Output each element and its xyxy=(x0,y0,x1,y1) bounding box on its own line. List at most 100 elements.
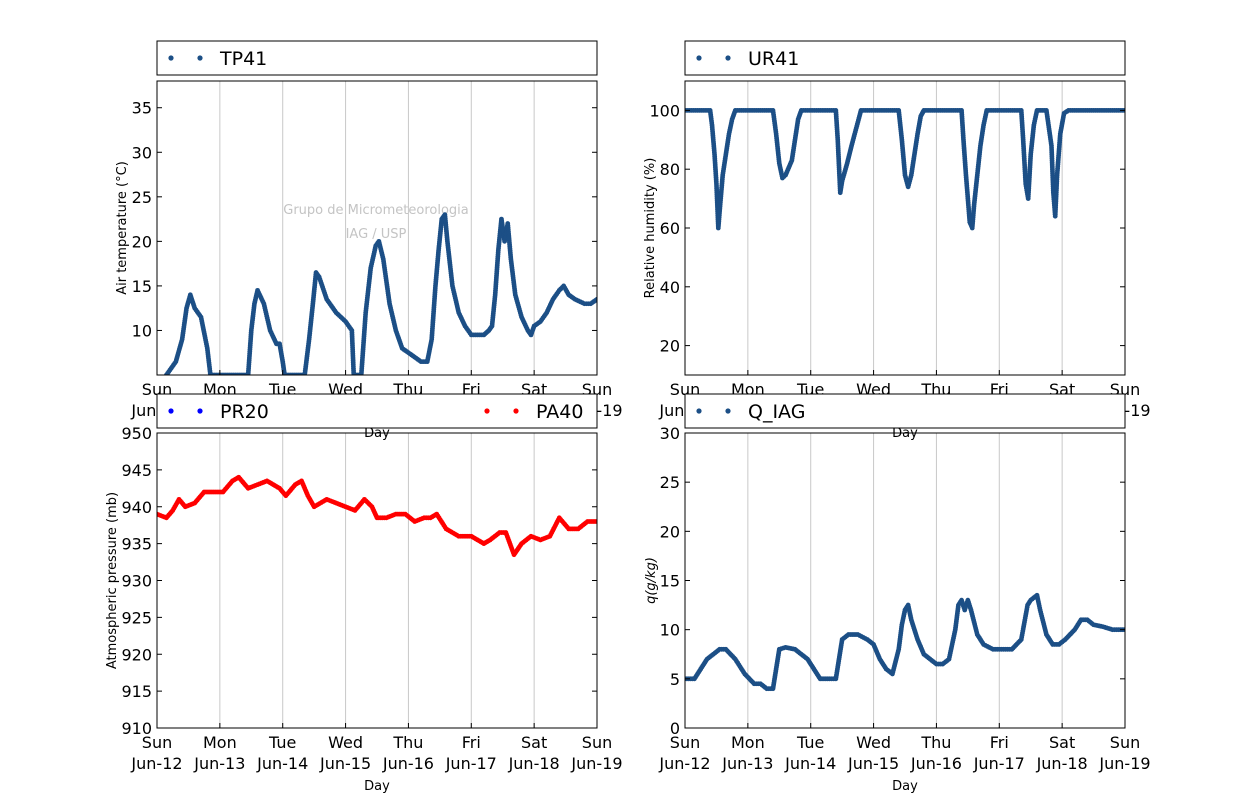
x-tick-label-day: Thu xyxy=(392,733,423,752)
legend-marker xyxy=(696,55,702,61)
y-tick-label: 910 xyxy=(121,719,152,738)
y-tick-label: 935 xyxy=(121,535,152,554)
x-tick-label-day: Tue xyxy=(268,733,296,752)
x-tick-label-date: Jun-18 xyxy=(1036,754,1088,773)
x-tick-label-date: Jun-12 xyxy=(658,754,710,773)
y-tick-label: 25 xyxy=(132,188,152,207)
legend-label: Q_IAG xyxy=(748,401,805,423)
y-tick-label: 60 xyxy=(660,219,680,238)
x-tick-label-day: Sun xyxy=(142,733,172,752)
watermark-line-2: IAG / USP xyxy=(346,227,407,242)
x-tick-label-day: Sat xyxy=(521,733,547,752)
y-tick-label: 80 xyxy=(660,160,680,179)
y-axis-label: q(g/kg) xyxy=(644,557,659,604)
legend-marker xyxy=(197,408,203,414)
axes-frame xyxy=(156,432,598,729)
y-tick-label: 0 xyxy=(670,719,680,738)
chart-q: 0 5 10 15 20 25 30 Sun Jun-12 Mon Jun-13 Tue Jun-14 W… xyxy=(644,393,1151,794)
y-tick-label: 940 xyxy=(121,498,152,517)
x-tick-label-day: Tue xyxy=(796,733,824,752)
x-tick-label-date: Jun-17 xyxy=(445,754,497,773)
x-tick-label-date: Jun-19 xyxy=(570,754,622,773)
legend-marker xyxy=(197,55,203,61)
y-tick-label: 950 xyxy=(121,424,152,443)
y-tick-label: 915 xyxy=(121,682,152,701)
y-tick-label: 15 xyxy=(660,572,680,591)
x-tick-label-day: Fri xyxy=(462,733,481,752)
y-tick-label: 10 xyxy=(132,321,152,340)
x-tick-label-date: Jun-13 xyxy=(193,754,245,773)
y-tick-label: 20 xyxy=(660,337,680,356)
series-PA40 xyxy=(157,474,597,558)
y-tick-label: 25 xyxy=(660,473,680,492)
legend-box xyxy=(684,40,1126,76)
legend-box xyxy=(684,393,1126,429)
y-axis-label: Atmospheric pressure (mb) xyxy=(105,492,120,669)
legend-marker xyxy=(168,55,174,61)
axes-frame xyxy=(684,80,1126,376)
x-tick-label-date: Jun-14 xyxy=(784,754,836,773)
y-tick-label: 945 xyxy=(121,461,152,480)
x-tick-label-day: Fri xyxy=(990,733,1009,752)
x-axis-label: Day xyxy=(364,779,390,794)
y-tick-label: 920 xyxy=(121,645,152,664)
series-UR41 xyxy=(685,108,1125,231)
x-tick-label-day: Sun xyxy=(582,733,612,752)
x-tick-label-day: Wed xyxy=(328,733,363,752)
legend-label: PR20 xyxy=(220,401,269,423)
y-tick-label: 925 xyxy=(121,608,152,627)
series-Q_IAG xyxy=(685,592,1125,692)
legend-label: UR41 xyxy=(748,48,799,70)
y-tick-label: 15 xyxy=(132,277,152,296)
y-tick-label: 35 xyxy=(132,99,152,118)
legend-label: TP41 xyxy=(219,48,267,70)
legend-marker xyxy=(484,408,490,414)
x-tick-label-day: Wed xyxy=(856,733,891,752)
data-point xyxy=(594,519,597,524)
y-tick-label: 100 xyxy=(649,101,680,120)
watermark-line-1: Grupo de Micrometeorologia xyxy=(283,203,469,218)
legend-box xyxy=(156,393,598,429)
x-tick-label-date: Jun-16 xyxy=(382,754,434,773)
y-tick-label: 30 xyxy=(660,424,680,443)
x-tick-label-date: Jun-16 xyxy=(910,754,962,773)
chart-rh: 20406080100SunJun-12MonJun-13TueJun-14We… xyxy=(643,40,1151,441)
legend-marker xyxy=(168,408,174,414)
x-tick-label-day: Thu xyxy=(920,733,951,752)
y-tick-label: 5 xyxy=(670,670,680,689)
y-tick-label: 20 xyxy=(132,232,152,251)
legend-marker xyxy=(725,408,731,414)
chart-pressure: 910 915 920 925 930 935 940 945 950 Sun Jun-12 Mon J… xyxy=(105,393,623,794)
x-tick-label-day: Mon xyxy=(203,733,237,752)
legend-marker xyxy=(513,408,519,414)
x-tick-label-day: Mon xyxy=(731,733,765,752)
x-tick-label-date: Jun-12 xyxy=(130,754,182,773)
x-tick-label-date: Jun-18 xyxy=(508,754,560,773)
data-point xyxy=(594,296,597,302)
x-tick-label-day: Sun xyxy=(670,733,700,752)
y-tick-label: 930 xyxy=(121,572,152,591)
legend-marker xyxy=(725,55,731,61)
x-axis-label: Day xyxy=(892,779,918,794)
y-tick-label: 10 xyxy=(660,621,680,640)
x-tick-label-date: Jun-17 xyxy=(973,754,1025,773)
y-axis-label: Air temperature (°C) xyxy=(115,161,130,295)
legend-box xyxy=(156,40,598,76)
y-tick-label: 30 xyxy=(132,143,152,162)
x-tick-label-date: Jun-14 xyxy=(256,754,308,773)
x-tick-label-day: Sat xyxy=(1049,733,1075,752)
y-axis-label: Relative humidity (%) xyxy=(643,158,658,299)
x-tick-label-date: Jun-15 xyxy=(847,754,899,773)
x-tick-label-date: Jun-13 xyxy=(721,754,773,773)
legend-marker xyxy=(696,408,702,414)
x-tick-label-date: Jun-15 xyxy=(319,754,371,773)
x-tick-label-day: Sun xyxy=(1110,733,1140,752)
axes-frame xyxy=(156,80,598,376)
y-tick-label: 20 xyxy=(660,522,680,541)
x-tick-label-date: Jun-19 xyxy=(1098,754,1150,773)
chart-temp: Grupo de Micrometeorologia IAG / USP 10 15 2… xyxy=(115,40,623,441)
legend-label: PA40 xyxy=(536,401,583,423)
y-tick-label: 40 xyxy=(660,278,680,297)
series-TP41 xyxy=(164,212,597,375)
